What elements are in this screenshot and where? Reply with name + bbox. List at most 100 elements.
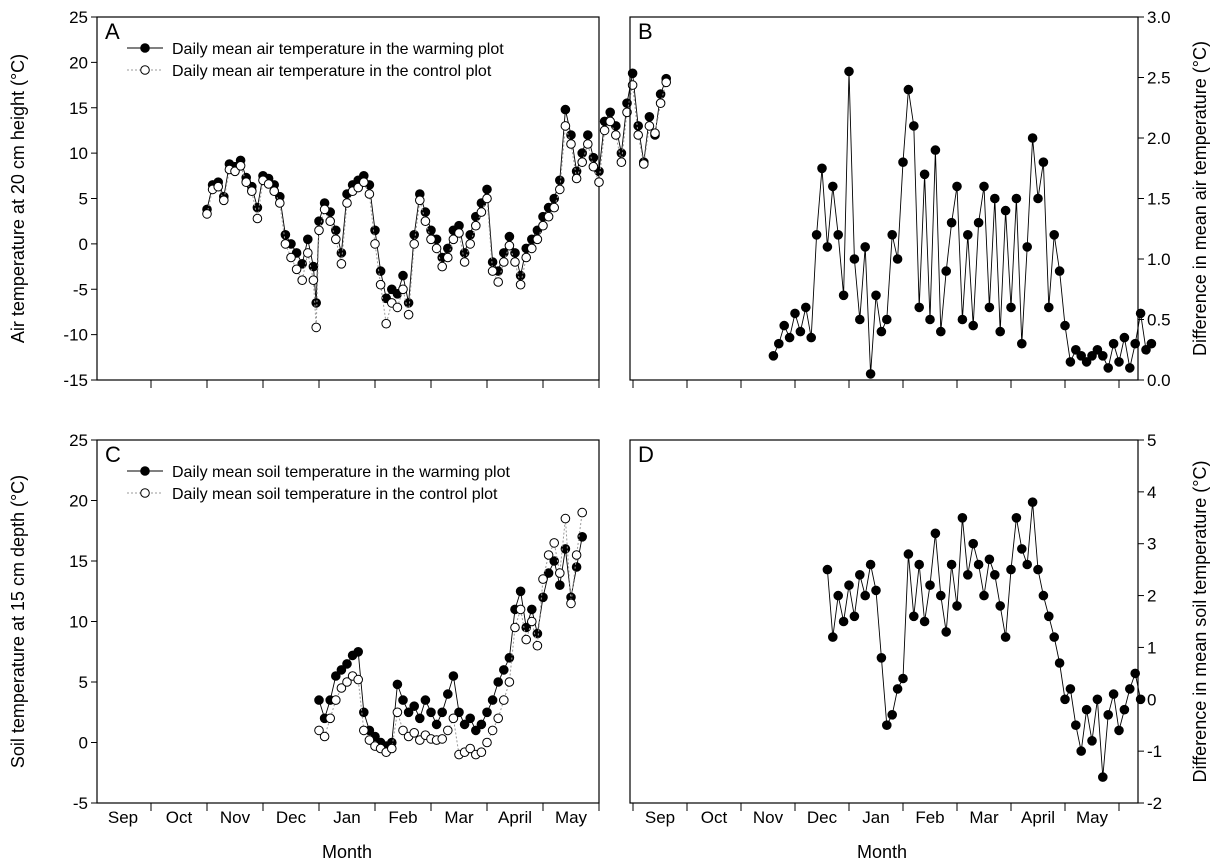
control-data-point [633,130,644,140]
warming-data-point [1098,351,1108,361]
y-tick-label: -5 [73,794,88,813]
legend-label: Daily mean soil temperature in the contr… [172,486,498,503]
y-tick-label: 3.0 [1147,8,1171,27]
warming-data-point [426,225,436,236]
panel-c: C -5 0 5 10 15 20 25 Soil temperature at 15 cm d… [8,431,600,827]
control-data-point [342,677,352,687]
y-tick-label: 2.0 [1147,129,1171,148]
y-axis-label: Soil temperature at 15 cm depth (°C) [8,475,28,768]
warming-data-point [1087,351,1097,361]
legend-label: Daily mean air temperature in the contro… [172,63,492,80]
warming-data-point [833,590,844,601]
warming-data-point [560,104,571,115]
control-data-point [213,181,223,192]
warming-data-point [903,84,914,95]
warming-data-point [476,719,487,730]
control-data-point [571,550,582,560]
x-tick-label: Dec [807,808,838,827]
warming-data-point [828,181,838,192]
warming-data-point [1114,725,1124,736]
warming-data-point [1022,559,1032,570]
warming-data-point [876,326,887,337]
legend-label: Daily mean soil temperature in the warmi… [172,464,510,481]
warming-data-point [409,230,420,240]
warming-data-point [515,586,526,597]
warming-data-point [549,193,560,204]
warming-data-point [437,707,448,718]
control-data-point [616,157,627,167]
warming-data-point [957,513,968,523]
y-tick-label: 5 [1147,431,1156,450]
control-data-point [499,257,509,267]
warming-data-point [936,590,946,601]
control-data-point [543,550,554,560]
control-data-point [263,179,274,189]
control-series-line [206,82,667,328]
control-data-point [465,743,476,754]
control-data-point [311,322,322,333]
warming-data-point [990,570,1000,580]
y-tick-label: 5 [79,190,88,209]
control-data-point [661,77,672,88]
warming-data-point [952,601,962,611]
control-data-point [437,261,448,272]
control-data-point [247,186,257,196]
warming-data-point [909,121,919,131]
warming-data-point [443,689,453,699]
y-tick-label: 2.5 [1147,69,1171,88]
warming-data-point [1108,689,1119,699]
control-data-point [364,189,375,199]
warming-data-point [280,230,291,240]
warming-data-point [1071,345,1081,355]
warming-data-point [331,671,341,681]
warming-data-point [995,326,1006,337]
warming-data-point [465,713,476,724]
control-data-point [571,173,582,184]
warming-data-point [963,570,973,580]
control-data-point [297,275,308,286]
warming-data-point [1044,611,1054,622]
control-data-point [487,725,498,736]
warming-data-point [527,604,537,615]
control-data-point [515,279,526,290]
warming-data-point [454,707,464,718]
control-data-point [532,640,543,651]
warming-data-point [1092,694,1103,705]
warming-data-point [543,568,554,578]
x-tick-label: May [555,808,588,827]
warming-data-point [403,707,414,718]
warming-data-point [946,217,957,228]
control-data-point [499,695,509,705]
warming-data-point [822,242,833,252]
warming-data-point [952,181,962,192]
control-data-point [515,604,526,615]
warming-data-point [903,549,914,559]
control-data-point [594,177,604,187]
warming-data-point [973,217,984,228]
control-data-point [527,243,537,254]
warming-data-point [784,332,795,343]
legend-label: Daily mean air temperature in the warmin… [172,41,504,58]
y-axis-label: Difference in mean air temperature (°C) [1190,41,1210,356]
warming-data-point [930,528,941,539]
y-tick-label: 15 [69,552,88,571]
warming-data-point [1108,338,1119,349]
x-tick-label: Mar [969,808,999,827]
warming-data-point [499,665,509,675]
warming-data-point [860,242,871,252]
warming-data-point [359,707,369,718]
warming-data-point [1071,720,1081,731]
control-data-point [493,277,504,287]
warming-data-point [510,248,520,258]
warming-data-point [459,719,470,730]
control-data-point [392,707,403,718]
warming-data-point [1060,320,1070,331]
warming-data-point [465,230,476,240]
control-data-point [476,747,487,758]
control-data-point [375,279,386,290]
warming-data-point [487,257,498,267]
warming-data-point [504,653,515,663]
control-data-point [431,243,442,254]
warming-data-point [1065,684,1076,694]
warming-data-point [1114,357,1124,367]
